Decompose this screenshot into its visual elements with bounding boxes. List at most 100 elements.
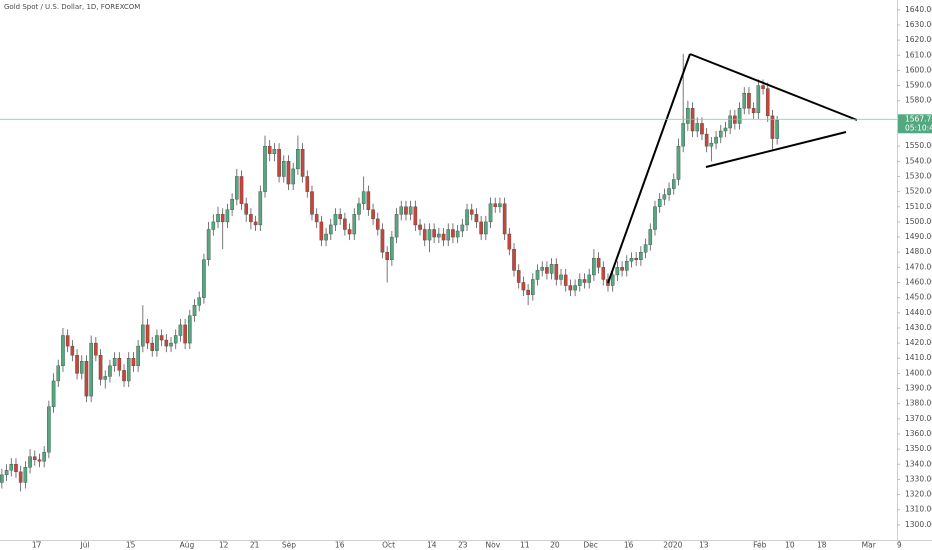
x-tick-label: Sep <box>282 541 296 550</box>
candle-body <box>676 145 681 180</box>
candle-body <box>624 261 629 271</box>
candle-body <box>89 342 93 397</box>
candle-body <box>169 342 173 347</box>
candle-body <box>596 258 601 268</box>
candle-body <box>18 471 23 483</box>
y-tick-label: 1630.00 <box>905 20 932 29</box>
candle-body <box>357 203 361 215</box>
x-tick-label: 23 <box>458 541 468 550</box>
x-tick-label: 18 <box>817 541 827 550</box>
y-tick-label: 1510.00 <box>905 202 932 211</box>
y-tick-label: 1580.00 <box>905 96 932 105</box>
candle-body <box>94 342 98 356</box>
candle-body <box>141 324 145 347</box>
candle-body <box>108 365 112 377</box>
candle-body <box>535 270 540 280</box>
candle-body <box>183 324 187 344</box>
candle-body <box>32 456 37 460</box>
candle-body <box>620 267 624 271</box>
candle-body <box>56 365 61 382</box>
candle-body <box>131 358 136 367</box>
y-tick-label: 1640.00 <box>905 5 932 14</box>
candle-body <box>756 85 761 114</box>
candle-body <box>733 115 737 124</box>
candle-body <box>117 358 122 371</box>
candle-body <box>770 115 775 139</box>
y-tick-label: 1440.00 <box>905 308 932 317</box>
x-tick-label: 21 <box>250 541 260 550</box>
x-tick-label: 20 <box>550 541 560 550</box>
candle-body <box>775 120 779 139</box>
candle-body <box>188 315 192 344</box>
candle-body <box>488 203 493 223</box>
candle-body <box>629 258 634 262</box>
candle-body <box>296 149 300 170</box>
candle-body <box>761 85 765 89</box>
last-price-label: 1567.75 <box>905 114 932 123</box>
candle-body <box>136 345 140 367</box>
candle-body <box>432 229 436 238</box>
candle-body <box>587 274 591 283</box>
candle-body <box>239 176 244 204</box>
candle-body <box>126 358 131 382</box>
candle-body <box>4 470 9 476</box>
candle-body <box>610 274 615 286</box>
trend-line <box>689 53 858 121</box>
candle-body <box>122 370 126 382</box>
x-tick-label: 15 <box>126 541 136 550</box>
candle-body <box>484 221 488 235</box>
candle-body <box>671 179 676 189</box>
candle-body <box>399 206 404 215</box>
candle-body <box>51 380 56 407</box>
candle-body <box>465 209 469 226</box>
y-tick-label: 1490.00 <box>905 232 932 241</box>
candle-body <box>563 274 568 286</box>
candle-body <box>385 252 389 260</box>
candle-body <box>267 145 272 154</box>
y-tick-label: 1430.00 <box>905 323 932 332</box>
candle-body <box>28 456 32 468</box>
y-tick-label: 1610.00 <box>905 50 932 59</box>
candle-body <box>751 108 756 114</box>
candle-body <box>305 176 310 192</box>
candle-body <box>531 279 535 295</box>
candle-body <box>634 258 638 260</box>
x-tick-label: Dec <box>583 541 598 550</box>
candle-body <box>446 229 451 241</box>
x-tick-label: 14 <box>427 541 437 550</box>
y-tick-label: 1620.00 <box>905 35 932 44</box>
candle-body <box>206 229 211 260</box>
candle-body <box>230 198 234 210</box>
y-tick-label: 1450.00 <box>905 293 932 302</box>
candle-body <box>441 233 446 241</box>
candle-body <box>380 229 385 253</box>
x-tick-label: 16 <box>624 541 634 550</box>
candle-body <box>70 345 75 356</box>
y-tick-label: 1600.00 <box>905 65 932 74</box>
candle-body <box>220 214 225 223</box>
candle-body <box>42 451 46 462</box>
candle-body <box>347 229 352 235</box>
candle-body <box>9 464 14 471</box>
candle-body <box>502 203 507 235</box>
x-tick-label: 2020 <box>663 541 682 550</box>
candle-body <box>718 130 723 138</box>
candle-body <box>474 214 479 223</box>
candle-body <box>507 233 512 250</box>
candle-body <box>65 335 70 347</box>
candle-body <box>281 161 286 177</box>
y-tick-label: 1530.00 <box>905 171 932 180</box>
y-tick-label: 1550.00 <box>905 141 932 150</box>
candle-body <box>592 258 596 276</box>
candle-body <box>249 214 253 223</box>
candle-body <box>451 229 455 238</box>
candle-body <box>258 191 263 226</box>
candle-body <box>14 464 18 473</box>
candle-body <box>371 209 375 220</box>
candle-body <box>112 358 117 367</box>
candle-body <box>310 191 314 215</box>
candle-body <box>437 233 441 238</box>
candle-body <box>202 259 206 298</box>
